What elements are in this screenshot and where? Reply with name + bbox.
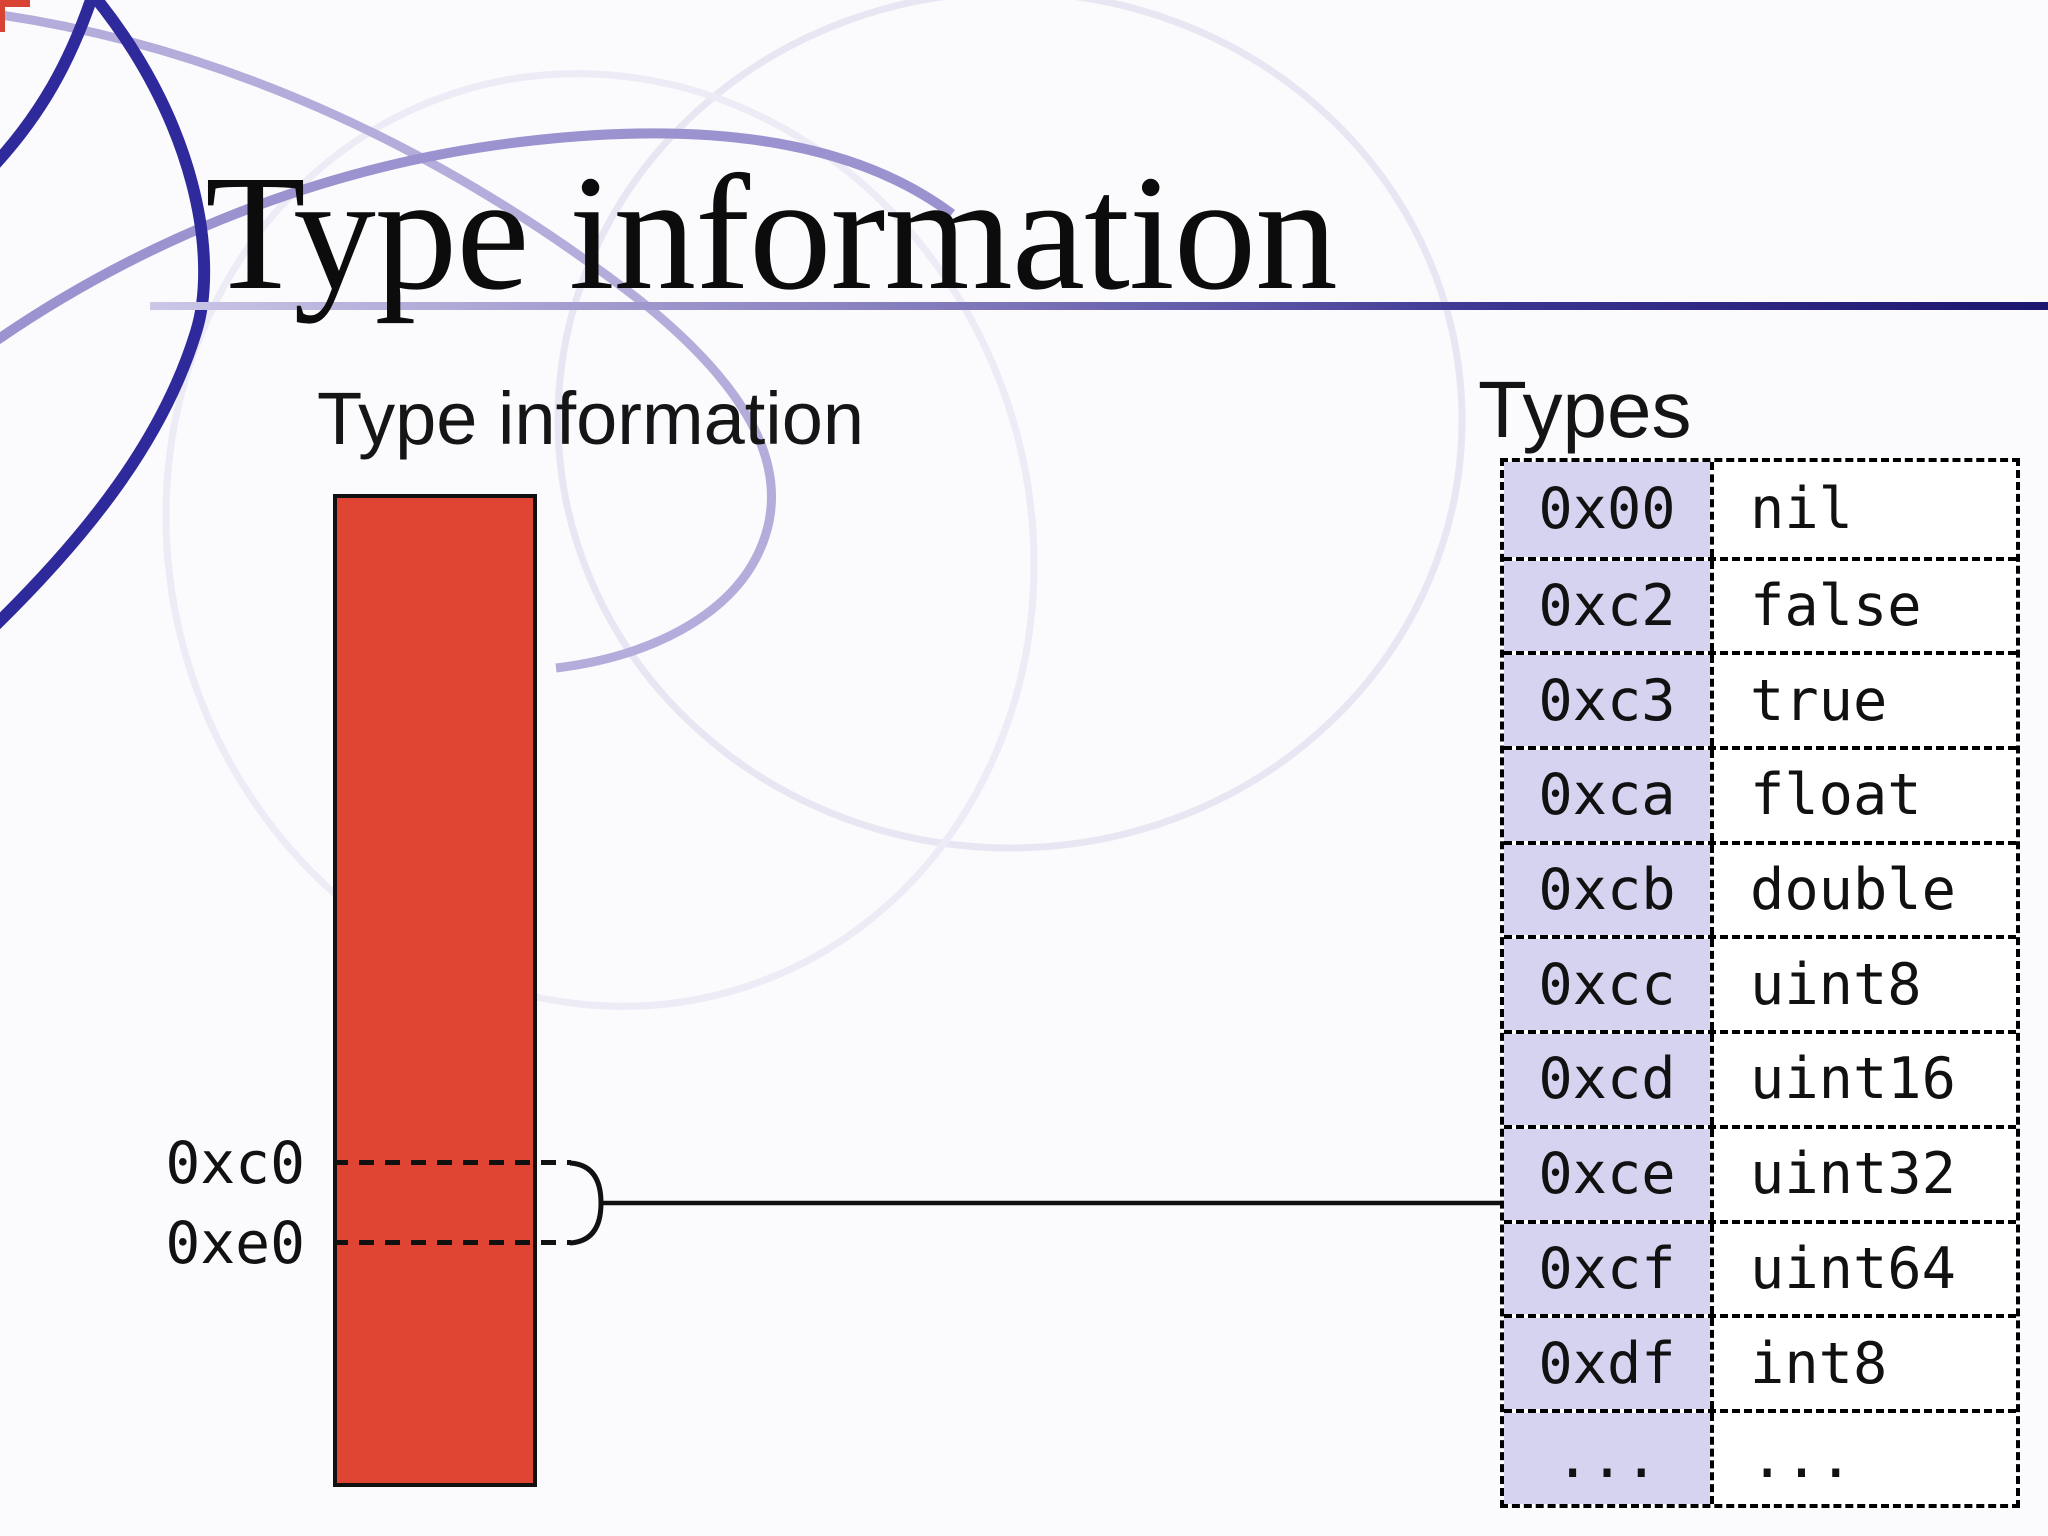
page-title: Type information	[205, 141, 1338, 324]
type-name-cell: uint32	[1710, 1128, 2016, 1220]
type-name-cell: false	[1710, 560, 2016, 652]
table-row: 0xce uint32	[1504, 1124, 2016, 1220]
tick-line-0xc0	[333, 1160, 571, 1165]
type-name-cell: uint64	[1710, 1223, 2016, 1315]
types-heading: Types	[1478, 365, 1692, 454]
table-row: 0xcc uint8	[1504, 935, 2016, 1031]
type-code-cell: 0xdf	[1504, 1318, 1710, 1409]
table-row: 0xdf int8	[1504, 1314, 2016, 1409]
table-row: 0xca float	[1504, 746, 2016, 841]
type-code-cell: 0xcc	[1504, 939, 1710, 1031]
type-name-cell: double	[1710, 844, 2016, 936]
type-code-cell: 0xcb	[1504, 844, 1710, 936]
type-code-cell: 0xcd	[1504, 1034, 1710, 1125]
type-name-cell: uint16	[1710, 1034, 2016, 1125]
range-bracket	[569, 1160, 604, 1246]
type-name-cell: float	[1710, 750, 2016, 841]
table-row: 0xc2 false	[1504, 556, 2016, 652]
corner-red-mark-side	[0, 0, 5, 32]
memory-bar	[333, 494, 537, 1487]
type-name-cell: ...	[1710, 1412, 2016, 1504]
memory-bar-label: Type information	[317, 377, 865, 460]
table-row: ......	[1504, 1408, 2016, 1504]
type-name-cell: true	[1710, 655, 2016, 747]
table-row: 0xcd uint16	[1504, 1030, 2016, 1125]
table-row: 0x00 nil	[1504, 462, 2016, 557]
types-table: 0x00 nil 0xc2 false 0xc3 true 0xca float 0xcb dou…	[1500, 458, 2020, 1508]
swirl-dark-arc	[0, 0, 211, 630]
tick-label-0xc0: 0xc0	[165, 1129, 305, 1197]
type-name-cell: int8	[1710, 1318, 2016, 1409]
tick-line-0xe0	[333, 1240, 571, 1245]
type-code-cell: ...	[1504, 1412, 1710, 1504]
type-name-cell: uint8	[1710, 939, 2016, 1031]
type-code-cell: 0xce	[1504, 1128, 1710, 1220]
table-row: 0xcb double	[1504, 840, 2016, 936]
type-code-cell: 0xca	[1504, 750, 1710, 841]
type-code-cell: 0xc3	[1504, 655, 1710, 747]
table-row: 0xcf uint64	[1504, 1219, 2016, 1315]
corner-red-mark	[0, 0, 30, 7]
type-name-cell: nil	[1710, 462, 2016, 557]
table-row: 0xc3 true	[1504, 651, 2016, 747]
swirl-dark-corner-arc	[0, 0, 98, 168]
type-code-cell: 0x00	[1504, 462, 1710, 557]
tick-label-0xe0: 0xe0	[165, 1209, 305, 1277]
type-code-cell: 0xcf	[1504, 1223, 1710, 1315]
type-code-cell: 0xc2	[1504, 560, 1710, 652]
